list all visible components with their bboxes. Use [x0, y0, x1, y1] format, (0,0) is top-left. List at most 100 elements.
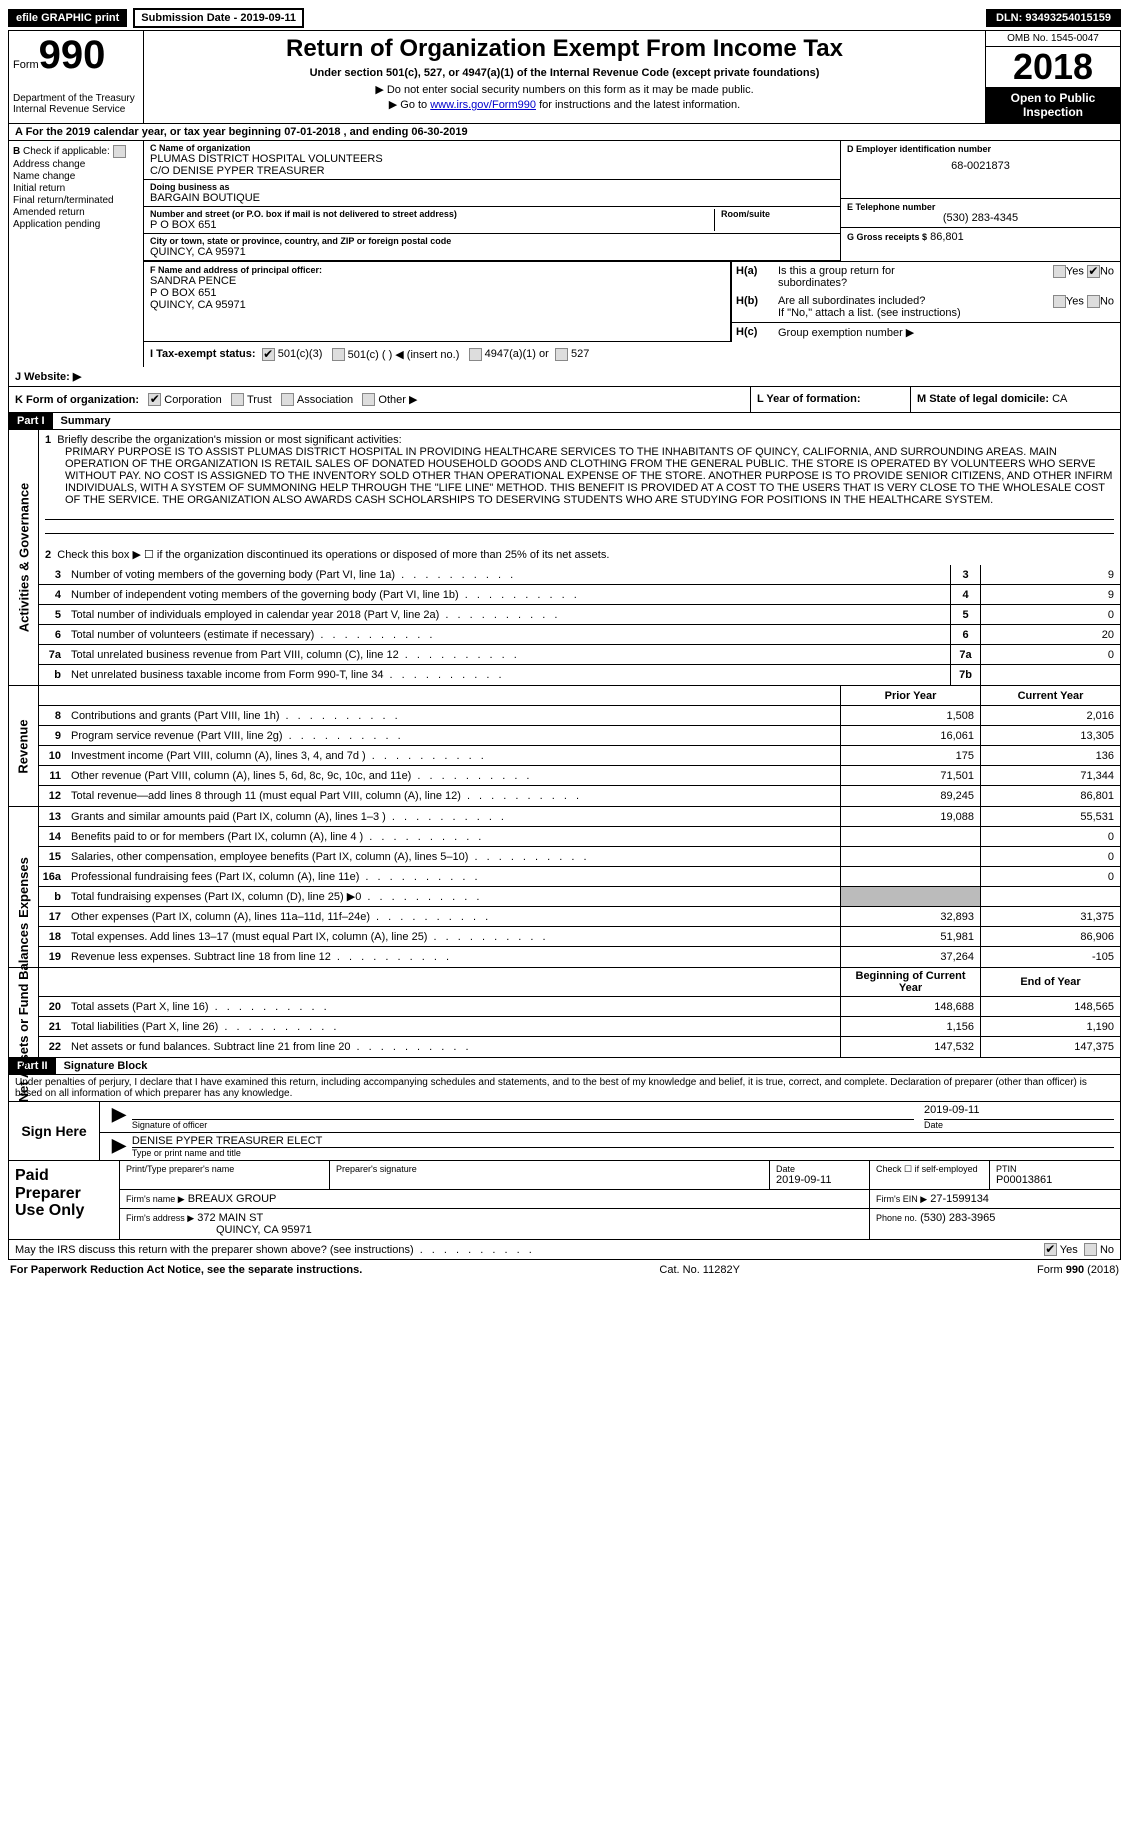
- firm-ein: 27-1599134: [930, 1193, 989, 1205]
- q1-num: 1: [45, 434, 51, 446]
- column-d-e-g: D Employer identification number 68-0021…: [840, 141, 1120, 261]
- hb-yes-checkbox[interactable]: [1053, 295, 1066, 308]
- tax-year: 2018: [986, 47, 1120, 87]
- firm-phone-label: Phone no.: [876, 1213, 917, 1223]
- table-row: bNet unrelated business taxable income f…: [39, 665, 1120, 685]
- column-b: B Check if applicable: Address change Na…: [9, 141, 144, 367]
- discuss-yes-checkbox[interactable]: [1044, 1243, 1057, 1256]
- type-name-label: Type or print name and title: [132, 1148, 1114, 1158]
- arrow-icon-2: ▶: [106, 1135, 132, 1158]
- discuss-no-checkbox[interactable]: [1084, 1243, 1097, 1256]
- f-officer-name: SANDRA PENCE: [150, 275, 724, 287]
- note2-post: for instructions and the latest informat…: [539, 99, 740, 111]
- d-ein-value: 68-0021873: [847, 160, 1114, 172]
- irs-discuss-text: May the IRS discuss this return with the…: [15, 1244, 1044, 1256]
- part1-tag: Part I: [9, 413, 53, 429]
- sig-date-label: Date: [924, 1120, 1114, 1130]
- k-other-checkbox[interactable]: [362, 393, 375, 406]
- hb-no-checkbox[interactable]: [1087, 295, 1100, 308]
- arrow-icon: ▶: [106, 1104, 132, 1130]
- i-527-checkbox[interactable]: [555, 348, 568, 361]
- footer-right: Form 990 (2018): [1037, 1264, 1119, 1276]
- room-label: Room/suite: [721, 209, 834, 219]
- section-activities-governance: Activities & Governance 1 Briefly descri…: [8, 430, 1121, 686]
- efile-print-button[interactable]: efile GRAPHIC print: [8, 9, 127, 27]
- sign-here-label: Sign Here: [9, 1102, 99, 1160]
- b-label: B: [13, 146, 20, 157]
- side-label-net-assets: Net Assets or Fund Balances: [9, 968, 39, 1057]
- k-assoc-checkbox[interactable]: [281, 393, 294, 406]
- c-name-label: C Name of organization: [150, 143, 251, 153]
- table-row: 4Number of independent voting members of…: [39, 585, 1120, 605]
- prep-date-label: Date: [776, 1164, 863, 1174]
- table-row: 17Other expenses (Part IX, column (A), l…: [39, 907, 1120, 927]
- d-ein-label: D Employer identification number: [847, 144, 1114, 154]
- page: efile GRAPHIC print Submission Date - 20…: [0, 0, 1129, 1288]
- part2-title: Signature Block: [56, 1060, 148, 1072]
- irs-discuss-row: May the IRS discuss this return with the…: [8, 1240, 1121, 1260]
- f-officer-label: F Name and address of principal officer:: [150, 265, 724, 275]
- firm-addr-label: Firm's address ▶: [126, 1213, 194, 1223]
- firm-ein-label: Firm's EIN ▶: [876, 1194, 927, 1204]
- hb-text: Are all subordinates included?: [778, 295, 994, 307]
- irs-link[interactable]: www.irs.gov/Form990: [430, 99, 536, 111]
- check-self-employed: Check ☐ if self-employed: [870, 1161, 990, 1189]
- prep-sig-label: Preparer's signature: [336, 1164, 763, 1174]
- form-number: 990: [39, 35, 106, 75]
- q2-num: 2: [45, 549, 51, 561]
- header-left: Form 990 Department of the Treasury Inte…: [9, 31, 144, 123]
- footer: For Paperwork Reduction Act Notice, see …: [8, 1260, 1121, 1280]
- row-a-tax-year: A For the 2019 calendar year, or tax yea…: [8, 124, 1121, 141]
- i-501c-checkbox[interactable]: [332, 348, 345, 361]
- org-name-2: C/O DENISE PYPER TREASURER: [150, 165, 325, 177]
- k-corp-checkbox[interactable]: [148, 393, 161, 406]
- b-checkbox-applicable[interactable]: [113, 145, 126, 158]
- form-label: Form: [13, 59, 39, 71]
- table-row: 7aTotal unrelated business revenue from …: [39, 645, 1120, 665]
- dln-label: DLN:: [996, 12, 1022, 24]
- table-row: 22Net assets or fund balances. Subtract …: [39, 1037, 1120, 1057]
- b-item-final: Final return/terminated: [13, 195, 139, 206]
- g-receipts-value: 86,801: [930, 231, 964, 243]
- table-row: 19Revenue less expenses. Subtract line 1…: [39, 947, 1120, 967]
- city-value: QUINCY, CA 95971: [150, 246, 246, 258]
- dba-value: BARGAIN BOUTIQUE: [150, 192, 260, 204]
- form-subtitle: Under section 501(c), 527, or 4947(a)(1)…: [154, 67, 975, 79]
- table-row: 8Contributions and grants (Part VIII, li…: [39, 706, 1120, 726]
- table-row: 3Number of voting members of the governi…: [39, 565, 1120, 585]
- row-j-website: J Website: ▶: [8, 367, 1121, 387]
- current-year-header: Current Year: [980, 686, 1120, 705]
- table-row: 21Total liabilities (Part X, line 26)1,1…: [39, 1017, 1120, 1037]
- hc-label: H(c): [732, 323, 772, 342]
- table-row: 13Grants and similar amounts paid (Part …: [39, 807, 1120, 827]
- f-officer-street: P O BOX 651: [150, 287, 724, 299]
- table-row: 9Program service revenue (Part VIII, lin…: [39, 726, 1120, 746]
- e-phone-value: (530) 283-4345: [847, 212, 1114, 224]
- top-bar: efile GRAPHIC print Submission Date - 20…: [8, 8, 1121, 28]
- table-row: bTotal fundraising expenses (Part IX, co…: [39, 887, 1120, 907]
- f-officer-city: QUINCY, CA 95971: [150, 299, 724, 311]
- j-label: J Website: ▶: [15, 370, 81, 383]
- table-row: 6Total number of volunteers (estimate if…: [39, 625, 1120, 645]
- i-501c3-checkbox[interactable]: [262, 348, 275, 361]
- i-4947-checkbox[interactable]: [469, 348, 482, 361]
- k-trust-checkbox[interactable]: [231, 393, 244, 406]
- ptin-label: PTIN: [996, 1164, 1114, 1174]
- dln-box: DLN: 93493254015159: [986, 9, 1121, 27]
- m-label: M State of legal domicile:: [917, 393, 1049, 405]
- table-row: 11Other revenue (Part VIII, column (A), …: [39, 766, 1120, 786]
- submission-date-box: Submission Date - 2019-09-11: [133, 8, 304, 28]
- section-revenue: Revenue Prior Year Current Year 8Contrib…: [8, 686, 1121, 807]
- open-to-public: Open to Public Inspection: [986, 87, 1120, 123]
- section-net-assets: Net Assets or Fund Balances Beginning of…: [8, 968, 1121, 1058]
- table-row: 5Total number of individuals employed in…: [39, 605, 1120, 625]
- ha-yes-checkbox[interactable]: [1053, 265, 1066, 278]
- paid-preparer-label: Paid Preparer Use Only: [9, 1161, 119, 1239]
- b-item-name: Name change: [13, 171, 139, 182]
- l-label: L Year of formation:: [757, 393, 861, 405]
- dba-label: Doing business as: [150, 182, 230, 192]
- ha-no-checkbox[interactable]: [1087, 265, 1100, 278]
- m-value: CA: [1052, 393, 1067, 405]
- table-row: 20Total assets (Part X, line 16)148,6881…: [39, 997, 1120, 1017]
- org-name-1: PLUMAS DISTRICT HOSPITAL VOLUNTEERS: [150, 153, 383, 165]
